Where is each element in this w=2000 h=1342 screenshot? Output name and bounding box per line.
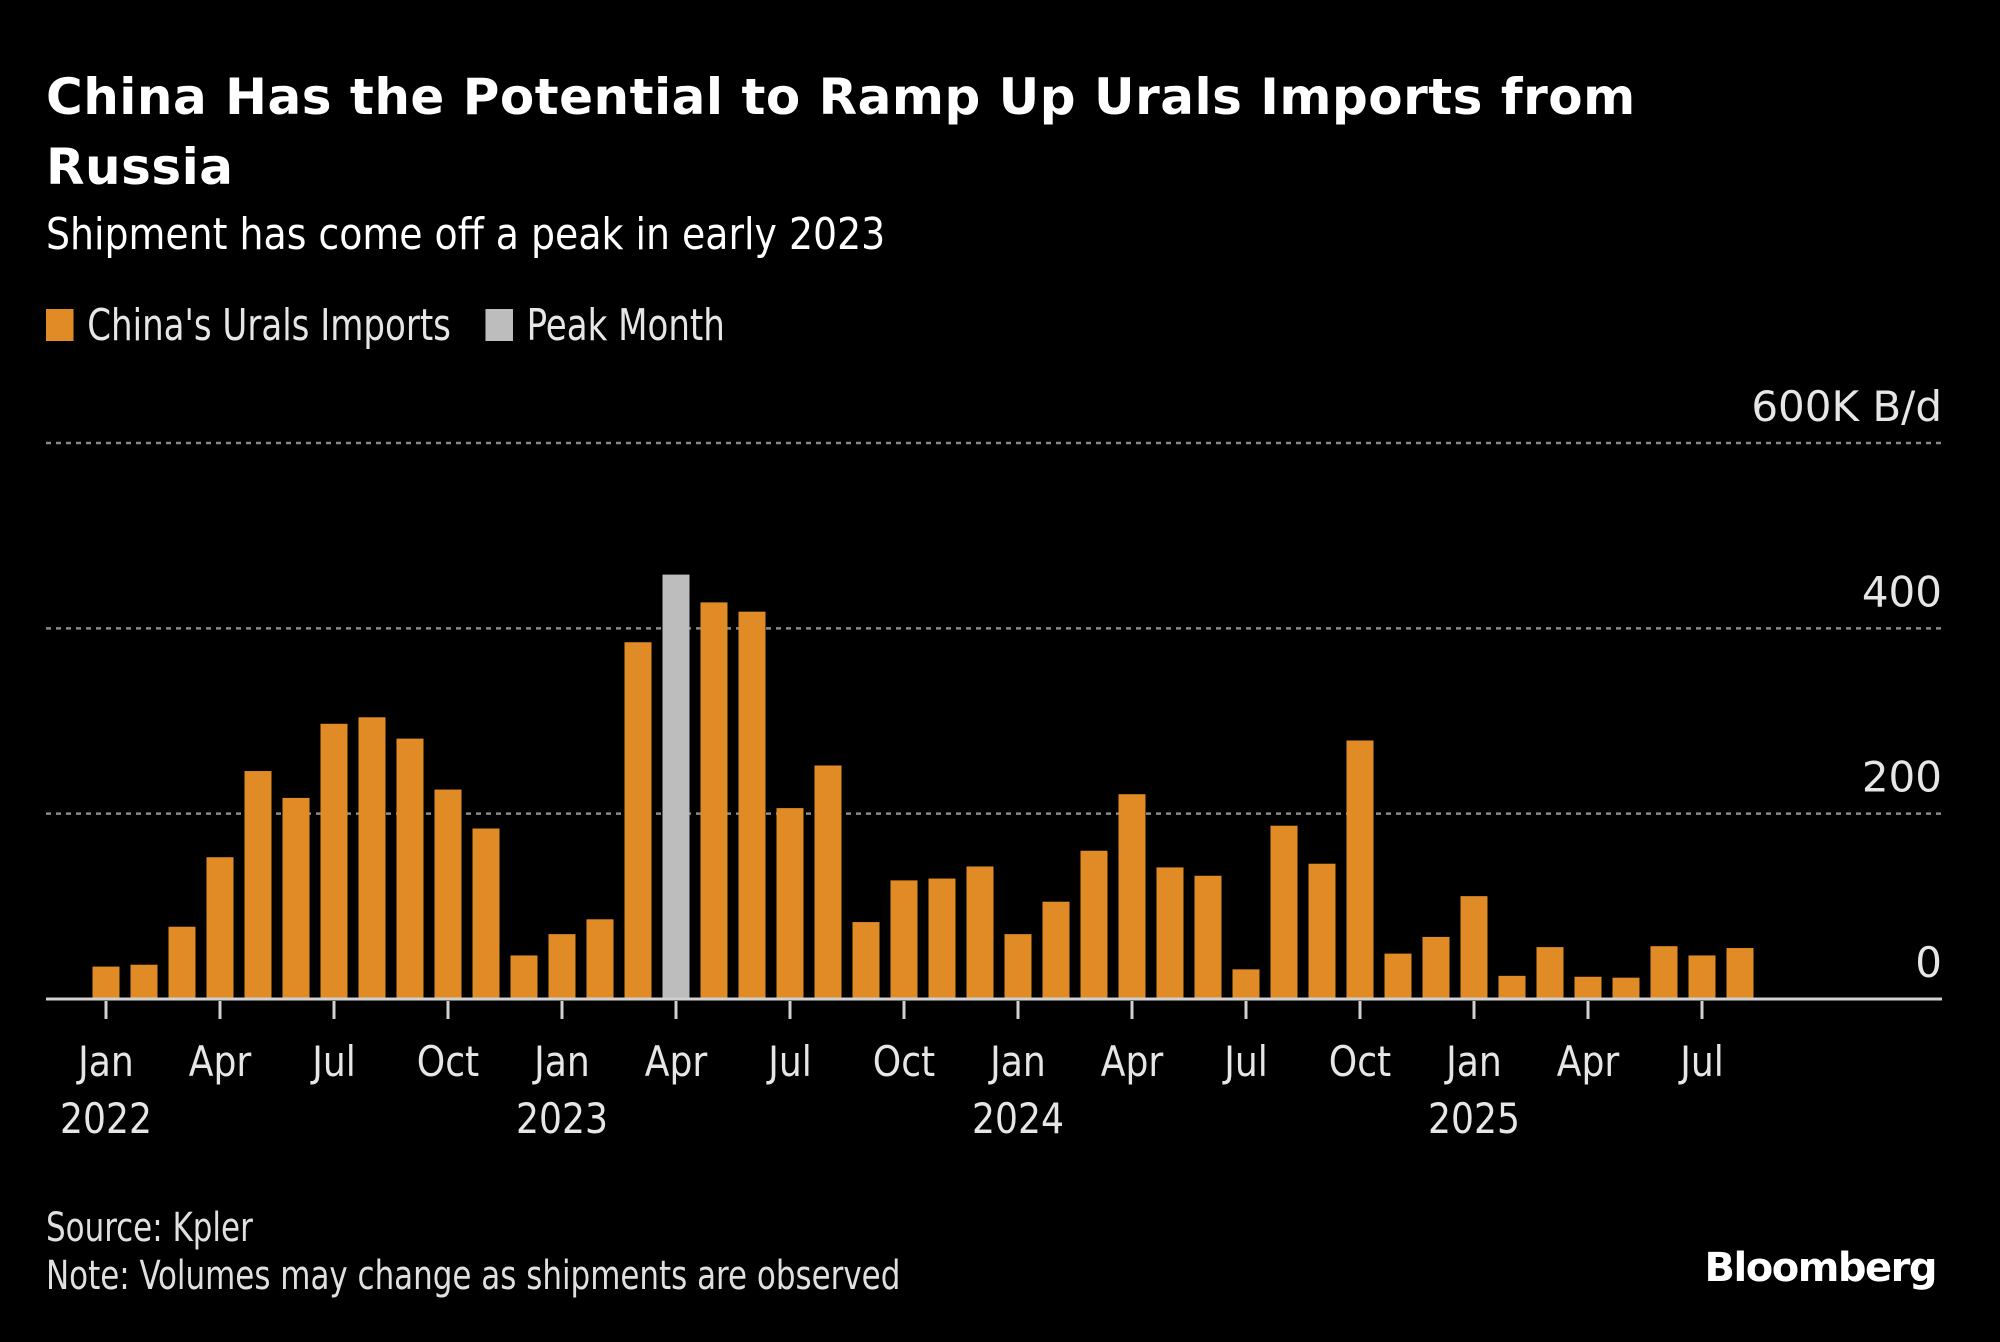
bar-2025-05 (1612, 977, 1640, 999)
legend-swatch-imports (46, 309, 74, 341)
bar-2022-03 (168, 926, 196, 999)
bar-2025-02 (1498, 975, 1526, 999)
bar-2025-06 (1650, 946, 1678, 999)
bar-2025-04 (1574, 976, 1602, 999)
chart-subtitle: Shipment has come off a peak in early 20… (46, 209, 886, 260)
x-tick-label-year: 2022 (60, 1095, 152, 1143)
footnote: Note: Volumes may change as shipments ar… (46, 1253, 901, 1299)
bar-2022-08 (358, 717, 386, 999)
x-tick-label-month: Jan (987, 1038, 1045, 1086)
bar-2024-12 (1422, 936, 1450, 999)
bloomberg-logo: Bloomberg (1704, 1245, 1938, 1291)
bar-2025-08 (1726, 948, 1754, 999)
legend-swatch-peak (485, 309, 513, 341)
bar-peak-2023-04 (662, 574, 690, 999)
x-tick-label-year: 2023 (516, 1095, 608, 1143)
bar-2023-12 (966, 866, 994, 999)
bar-2023-03 (624, 642, 652, 999)
bar-2022-12 (510, 955, 538, 999)
y-tick-label-0: 0 (1915, 938, 1942, 987)
bar-2023-06 (738, 611, 766, 999)
bar-2022-11 (472, 828, 500, 999)
x-tick-label-year: 2024 (972, 1095, 1064, 1143)
gridlines (46, 441, 1942, 815)
bar-2024-01 (1004, 934, 1032, 999)
chart-title: China Has the Potential to Ramp Up Urals… (46, 68, 1636, 196)
bar-2022-06 (282, 797, 310, 999)
bar-2022-01 (92, 966, 120, 999)
bar-2024-06 (1194, 875, 1222, 999)
bar-2022-09 (396, 738, 424, 999)
source-note: Source: Kpler (46, 1205, 253, 1251)
bar-2022-02 (130, 964, 158, 999)
bar-2023-02 (586, 919, 614, 999)
bar-2024-11 (1384, 953, 1412, 999)
x-tick-label-month: Apr (1101, 1038, 1164, 1086)
bar-2022-05 (244, 771, 272, 999)
bar-2024-02 (1042, 901, 1070, 999)
legend-label-imports: China's Urals Imports (87, 299, 451, 351)
bar-2025-07 (1688, 955, 1716, 999)
bar-2024-03 (1080, 850, 1108, 999)
bar-2024-07 (1232, 969, 1260, 999)
x-tick-label-month: Apr (189, 1038, 252, 1086)
x-tick-label-month: Oct (873, 1038, 935, 1086)
bar-2024-08 (1270, 825, 1298, 999)
bar-2023-09 (852, 922, 880, 999)
x-axis (46, 997, 1942, 1019)
x-tick-label-year: 2025 (1428, 1095, 1520, 1143)
bar-2023-01 (548, 934, 576, 999)
x-tick-label-month: Apr (1557, 1038, 1620, 1086)
bar-2023-10 (890, 880, 918, 999)
bar-2023-11 (928, 878, 956, 999)
bar-2022-10 (434, 789, 462, 999)
x-tick-label-month: Jul (309, 1038, 355, 1086)
bar-2022-04 (206, 857, 234, 999)
x-tick-label-month: Oct (417, 1038, 479, 1086)
bars (92, 574, 1754, 999)
bar-2024-04 (1118, 794, 1146, 999)
x-tick-label-month: Jan (1443, 1038, 1501, 1086)
x-axis-labels: Jan 2022 Apr Jul Oct Jan 2023 Apr Jul Oct Jan 2024 A… (60, 1038, 1724, 1143)
legend-item-imports: China's Urals Imports (46, 300, 451, 351)
bar-2025-03 (1536, 947, 1564, 999)
y-tick-label-600: 600K B/d (1751, 382, 1942, 431)
bar-2023-05 (700, 602, 728, 999)
bar-2024-10 (1346, 740, 1374, 999)
legend: China's Urals Imports Peak Month (46, 295, 759, 355)
bar-2024-05 (1156, 867, 1184, 999)
x-tick-label-month: Jan (531, 1038, 589, 1086)
bar-2022-07 (320, 723, 348, 999)
y-axis-labels: 0 200 400 600K B/d (1751, 382, 1942, 987)
x-tick-label-month: Apr (645, 1038, 708, 1086)
y-tick-label-400: 400 (1862, 567, 1942, 616)
x-tick-label-month: Jul (1677, 1038, 1723, 1086)
bar-2025-01 (1460, 896, 1488, 999)
x-tick-label-month: Oct (1329, 1038, 1391, 1086)
x-tick-label-month: Jul (765, 1038, 811, 1086)
x-tick-label-month: Jul (1221, 1038, 1267, 1086)
bar-2023-08 (814, 765, 842, 999)
y-tick-label-200: 200 (1862, 753, 1942, 802)
bar-2023-07 (776, 808, 804, 999)
legend-label-peak: Peak Month (526, 299, 725, 351)
legend-item-peak: Peak Month (485, 299, 725, 351)
x-tick-label-month: Jan (75, 1038, 133, 1086)
bar-2024-09 (1308, 863, 1336, 999)
